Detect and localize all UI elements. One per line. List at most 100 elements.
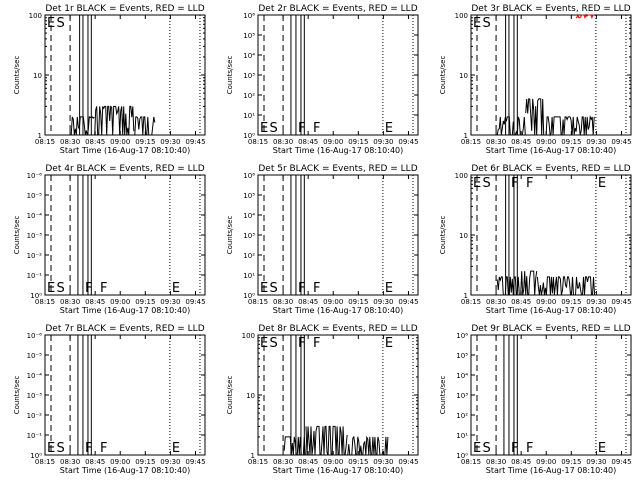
y-tick-label: 10⁻¹: [27, 432, 43, 440]
y-tick-label: 10⁰: [456, 452, 468, 460]
x-tick-label: 09:30: [586, 458, 606, 466]
panel-title: Det 1r BLACK = Events, RED = LLD: [45, 4, 204, 14]
panel-9: Det 9r BLACK = Events, RED = LLD 08:15 08:…: [439, 324, 632, 475]
panel-title: Det 5r BLACK = Events, RED = LLD: [258, 164, 417, 174]
event-marker-F: F: [511, 441, 518, 456]
event-marker-S: S: [57, 281, 65, 296]
x-tick-label: 08:15: [248, 138, 268, 146]
x-tick-label: 09:45: [611, 458, 631, 466]
x-tick-label: 09:00: [536, 298, 556, 306]
y-tick-label: 10¹: [456, 432, 468, 440]
y-axis-label: Counts/sec: [13, 216, 21, 255]
event-marker-E: E: [172, 441, 180, 456]
x-tick-label: 08:45: [298, 298, 318, 306]
x-tick-label: 09:00: [536, 458, 556, 466]
x-axis-label: Start Time (16-Aug-17 08:10:40): [60, 466, 191, 475]
x-axis-label: Start Time (16-Aug-17 08:10:40): [486, 146, 617, 155]
x-tick-label: 08:15: [461, 298, 481, 306]
x-tick-label: 08:15: [248, 458, 268, 466]
event-marker-F: F: [526, 441, 533, 456]
panel-title: Det 2r BLACK = Events, RED = LLD: [258, 4, 417, 14]
x-tick-label: 08:15: [248, 298, 268, 306]
x-axis-label: Start Time (16-Aug-17 08:10:40): [486, 466, 617, 475]
plot-frame: [257, 14, 419, 136]
x-tick-label: 09:30: [160, 138, 180, 146]
y-tick-label: 10⁰: [30, 292, 42, 300]
panel-7: Det 7r BLACK = Events, RED = LLD 08:15 08:…: [13, 324, 206, 475]
x-tick-label: 09:00: [110, 298, 130, 306]
y-tick-label: 1: [464, 292, 468, 300]
event-marker-E: E: [473, 176, 481, 191]
x-tick-label: 09:45: [185, 138, 205, 146]
x-tick-label: 09:45: [398, 138, 418, 146]
x-tick-label: 08:30: [486, 298, 506, 306]
y-axis-label: Counts/sec: [439, 216, 447, 255]
event-marker-E: E: [598, 176, 606, 191]
x-tick-label: 08:30: [273, 138, 293, 146]
x-tick-label: 08:45: [511, 458, 531, 466]
y-tick-label: 10²: [456, 412, 468, 420]
event-marker-E: E: [385, 336, 393, 351]
event-marker-S: S: [483, 176, 491, 191]
y-tick-label: 10⁻²: [27, 412, 43, 420]
event-marker-F: F: [85, 281, 92, 296]
series-trace: [283, 425, 389, 456]
x-tick-label: 09:30: [160, 458, 180, 466]
y-tick-label: 10⁵: [243, 192, 255, 200]
event-marker-F: F: [298, 336, 305, 351]
y-tick-label: 100: [242, 332, 255, 340]
event-marker-S: S: [270, 336, 278, 351]
event-marker-S: S: [57, 16, 65, 31]
x-tick-label: 08:30: [60, 298, 80, 306]
x-tick-label: 09:15: [135, 458, 155, 466]
x-tick-label: 09:15: [348, 458, 368, 466]
x-tick-label: 08:45: [85, 298, 105, 306]
x-tick-label: 09:30: [373, 458, 393, 466]
x-tick-label: 09:15: [135, 298, 155, 306]
series-trace: [496, 98, 595, 137]
plot-frame: [44, 174, 206, 296]
plot-frame: [470, 334, 632, 456]
x-tick-label: 08:45: [85, 458, 105, 466]
event-marker-S: S: [483, 16, 491, 31]
y-tick-label: 10⁻⁶: [27, 172, 43, 180]
event-marker-E: E: [385, 281, 393, 296]
y-axis-label: Counts/sec: [439, 56, 447, 95]
plot-frame: [257, 334, 419, 456]
x-tick-label: 08:30: [273, 298, 293, 306]
x-tick-label: 09:15: [348, 138, 368, 146]
y-tick-label: 10⁵: [243, 32, 255, 40]
y-tick-label: 10⁶: [456, 332, 468, 340]
y-tick-label: 10⁰: [243, 292, 255, 300]
y-tick-label: 10³: [456, 392, 468, 400]
x-tick-label: 09:30: [586, 138, 606, 146]
y-tick-label: 10²: [243, 92, 255, 100]
panel-8: Det 8r BLACK = Events, RED = LLD 08:15 08:…: [226, 324, 419, 475]
plot-frame: [470, 14, 632, 136]
x-tick-label: 09:00: [323, 138, 343, 146]
panel-title: Det 6r BLACK = Events, RED = LLD: [471, 164, 630, 174]
x-tick-label: 09:15: [561, 138, 581, 146]
event-marker-F: F: [313, 281, 320, 296]
event-marker-S: S: [270, 281, 278, 296]
x-tick-label: 09:15: [348, 298, 368, 306]
y-tick-label: 10¹: [243, 272, 255, 280]
event-marker-F: F: [85, 441, 92, 456]
y-axis-label: Counts/sec: [439, 376, 447, 415]
plot-frame: [257, 174, 419, 296]
x-tick-label: 09:00: [323, 298, 343, 306]
y-tick-label: 10⁻⁶: [27, 332, 43, 340]
y-axis-label: Counts/sec: [226, 56, 234, 95]
event-marker-S: S: [270, 121, 278, 136]
y-tick-label: 10⁶: [243, 172, 255, 180]
x-tick-label: 09:45: [398, 458, 418, 466]
series-trace: [496, 270, 596, 296]
x-tick-label: 08:15: [35, 458, 55, 466]
event-marker-E: E: [260, 281, 268, 296]
event-marker-E: E: [172, 281, 180, 296]
panel-title: Det 7r BLACK = Events, RED = LLD: [45, 324, 204, 334]
y-tick-label: 10⁻⁵: [27, 352, 43, 360]
panel-title: Det 9r BLACK = Events, RED = LLD: [471, 324, 630, 334]
event-marker-F: F: [526, 176, 533, 191]
